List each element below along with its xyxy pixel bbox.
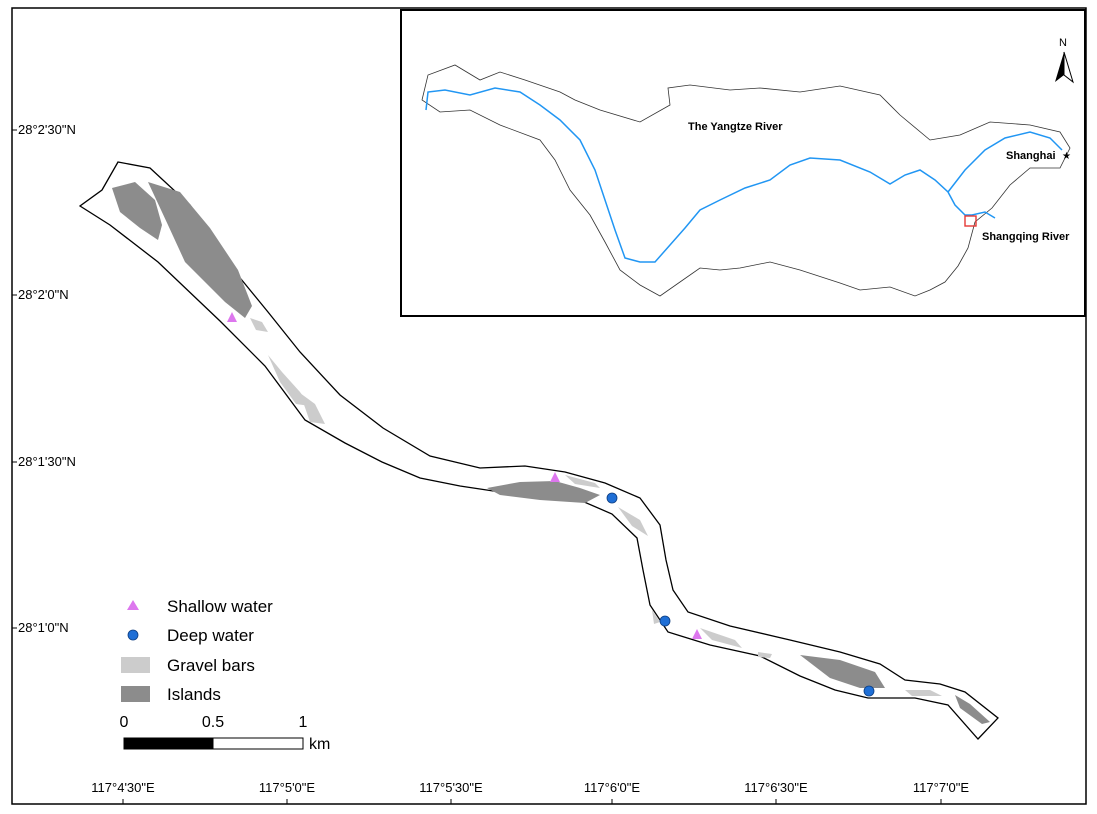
legend-islands-label: Islands <box>167 685 221 704</box>
legend-deep-label: Deep water <box>167 626 254 645</box>
scale-tick-0: 0 <box>120 714 129 731</box>
y-tick-label: 28°1'30"N <box>18 454 76 469</box>
gravel-bar <box>905 690 942 696</box>
x-tick-label: 117°6'0"E <box>584 780 640 795</box>
shanghai-label: Shanghai <box>1006 150 1056 162</box>
x-tick-label: 117°7'0"E <box>913 780 969 795</box>
study-site-box <box>964 215 977 227</box>
x-tick-label: 117°4'30"E <box>91 780 155 795</box>
x-tick-marks <box>122 799 942 804</box>
yangtze-river-lower <box>947 131 1063 193</box>
shallow-water-marker <box>692 629 702 639</box>
gravel-bar <box>565 475 600 488</box>
island-2 <box>148 182 252 318</box>
yangtze-label: The Yangtze River <box>688 121 783 133</box>
gravel-bar <box>758 652 772 658</box>
scale-unit: km <box>309 736 330 753</box>
deep-water-markers <box>606 492 875 697</box>
island-4 <box>800 655 885 688</box>
y-tick-label: 28°1'0"N <box>18 620 69 635</box>
north-arrow-label: N <box>1059 37 1067 49</box>
y-tick-label: 28°2'30"N <box>18 122 76 137</box>
x-tick-label: 117°5'30"E <box>419 780 483 795</box>
map-frame <box>11 7 1087 805</box>
gravel-bar <box>618 507 648 536</box>
gravel-bar <box>300 393 325 424</box>
island-1 <box>112 182 162 240</box>
inset-map: ★ The Yangtze River Shanghai Shangqing R… <box>400 9 1086 317</box>
scale-tick-half: 0.5 <box>202 714 224 731</box>
legend-gravel-symbol <box>121 657 150 673</box>
scale-bar-black <box>123 737 214 750</box>
shanghai-star-icon: ★ <box>1062 151 1071 162</box>
shallow-water-marker <box>550 472 560 482</box>
legend: Shallow water Deep water Gravel bars Isl… <box>121 597 273 704</box>
islands-layer <box>112 182 990 724</box>
shallow-water-marker <box>227 312 237 322</box>
scale-tick-1: 1 <box>299 714 308 731</box>
legend-gravel-label: Gravel bars <box>167 656 255 675</box>
gravel-bar <box>652 610 660 624</box>
legend-shallow-label: Shallow water <box>167 597 273 616</box>
shangqing-label: Shangqing River <box>982 231 1070 243</box>
y-tick-label: 28°2'0"N <box>18 287 69 302</box>
gravel-bar <box>268 355 310 406</box>
x-tick-label: 117°6'30"E <box>744 780 808 795</box>
island-5 <box>955 695 990 724</box>
yangtze-river <box>425 87 996 263</box>
scale-bar-white <box>212 737 304 750</box>
gravel-bars-layer <box>250 318 942 696</box>
y-tick-marks <box>12 129 17 629</box>
deep-water-marker <box>863 685 875 697</box>
legend-deep-symbol <box>127 629 139 641</box>
legend-shallow-symbol <box>127 600 139 610</box>
deep-water-marker <box>659 615 671 627</box>
inset-frame <box>400 9 1086 317</box>
gravel-bar <box>250 318 268 332</box>
north-arrow-icon: N <box>1055 37 1074 84</box>
island-3 <box>487 481 600 503</box>
shallow-water-markers <box>227 312 702 639</box>
gravel-bar <box>700 628 742 648</box>
scale-bar: 0 0.5 1 km <box>120 714 331 753</box>
deep-water-marker <box>606 492 618 504</box>
yangtze-basin-outline <box>421 64 1071 297</box>
x-tick-label: 117°5'0"E <box>259 780 315 795</box>
legend-islands-symbol <box>121 686 150 702</box>
